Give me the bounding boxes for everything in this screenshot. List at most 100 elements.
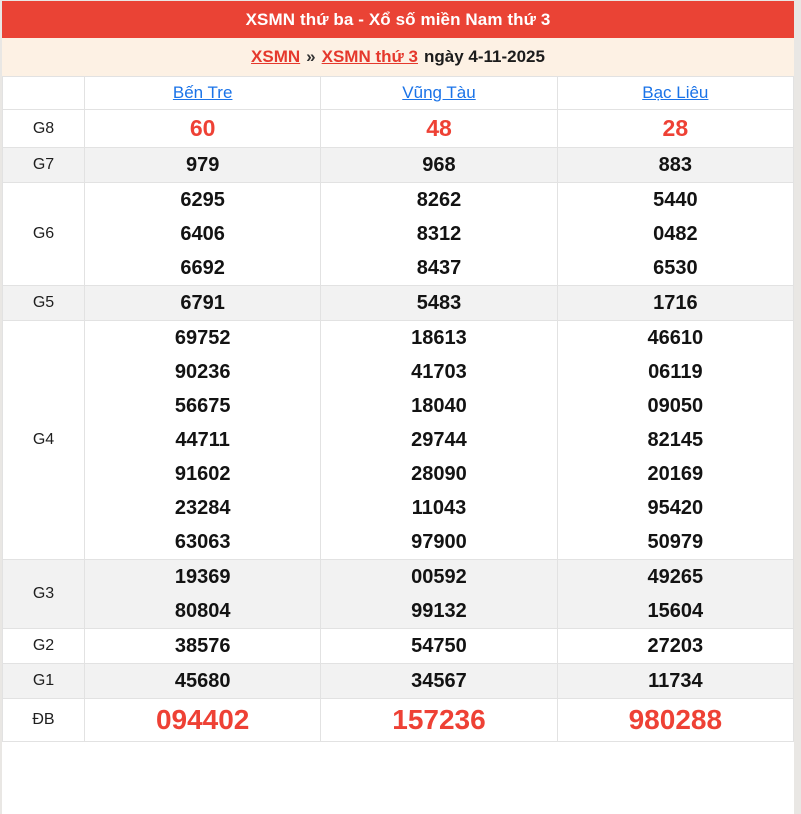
prize-number: 60 (189, 115, 216, 141)
prize-label: G1 (2, 663, 85, 699)
prize-number: 00592 (411, 566, 467, 588)
prize-number: 69752 (174, 327, 231, 349)
column-header-vung-tau: Vũng Tàu (320, 76, 558, 110)
prize-number: 27203 (647, 635, 704, 657)
prize-cell: 27203 (556, 628, 795, 664)
table-row: G5 6791 5483 1716 (2, 285, 795, 321)
prize-number: 11043 (411, 497, 467, 519)
prize-number: 28 (662, 115, 689, 141)
prize-number: 5483 (416, 292, 462, 314)
prize-cell: 60 (83, 109, 322, 148)
prize-number: 6692 (180, 257, 225, 279)
province-link-ben-tre[interactable]: Bến Tre (172, 83, 233, 102)
prize-number: 6530 (653, 257, 698, 279)
prize-number: 28090 (411, 463, 467, 485)
table-row: ĐB 094402 157236 980288 (2, 698, 795, 742)
prize-cell: 38576 (83, 628, 322, 664)
prize-cell: 34567 (320, 663, 558, 699)
prize-cell: 28 (556, 109, 795, 148)
prize-number: 0482 (653, 223, 698, 245)
breadcrumb-link-xsmn[interactable]: XSMN (251, 47, 301, 66)
prize-number: 49265 (647, 566, 704, 588)
prize-label: G3 (2, 559, 85, 629)
column-header-ben-tre: Bến Tre (83, 76, 322, 110)
prize-label: G7 (2, 147, 85, 183)
prize-label: G4 (2, 320, 85, 560)
column-header-row: Bến Tre Vũng Tàu Bạc Liêu (2, 76, 795, 110)
prize-cell: 11734 (556, 663, 795, 699)
prize-number: 34567 (411, 670, 467, 692)
prize-label: G6 (2, 182, 85, 286)
prize-cell: 6295 6406 6692 (83, 182, 322, 286)
prize-number: 980288 (628, 704, 723, 735)
prize-number: 6791 (180, 292, 225, 314)
prize-label: ĐB (2, 698, 85, 742)
prize-cell: 5483 (320, 285, 558, 321)
table-row: G3 19369 80804 00592 99132 49265 15604 (2, 559, 795, 629)
prize-cell: 883 (556, 147, 795, 183)
table-row: G6 6295 6406 6692 8262 8312 8437 5440 0482 6530 (2, 182, 795, 286)
prize-number: 18613 (411, 327, 467, 349)
prize-number: 6295 (180, 189, 225, 211)
prize-number: 15604 (647, 600, 704, 622)
breadcrumb-date: ngày 4-11-2025 (424, 47, 545, 66)
prize-cell: 69752 90236 56675 44711 91602 23284 63063 (83, 320, 322, 560)
province-link-vung-tau[interactable]: Vũng Tàu (402, 83, 476, 102)
prize-cell: 1716 (556, 285, 795, 321)
prize-number: 20169 (647, 463, 704, 485)
prize-number: 46610 (647, 327, 704, 349)
prize-number: 45680 (174, 670, 231, 692)
table-row: G2 38576 54750 27203 (2, 628, 795, 664)
prize-number: 6406 (180, 223, 225, 245)
prize-number: 91602 (174, 463, 231, 485)
table-row: G4 69752 90236 56675 44711 91602 23284 63063 186… (2, 320, 795, 560)
prize-number: 5440 (653, 189, 698, 211)
prize-cell: 18613 41703 18040 29744 28090 11043 97900 (320, 320, 558, 560)
prize-cell: 980288 (556, 698, 795, 742)
prize-number: 41703 (411, 361, 467, 383)
results-table: Bến Tre Vũng Tàu Bạc Liêu G8 60 48 28 G7 979 9… (2, 76, 795, 742)
prize-cell: 979 (83, 147, 322, 183)
province-link-bac-lieu[interactable]: Bạc Liêu (642, 83, 709, 102)
prize-number: 54750 (411, 635, 467, 657)
page-title: XSMN thứ ba - Xổ số miền Nam thứ 3 (245, 9, 551, 29)
prize-cell: 094402 (83, 698, 322, 742)
prize-cell: 48 (320, 109, 558, 148)
results-body: G8 60 48 28 G7 979 968 883 G6 6295 6406 6692 8262 831… (2, 109, 795, 742)
breadcrumb: XSMN » XSMN thứ 3 ngày 4-11-2025 (2, 38, 794, 76)
prize-cell: 157236 (320, 698, 558, 742)
column-header-bac-lieu: Bạc Liêu (556, 76, 795, 110)
prize-number: 8437 (416, 257, 462, 279)
prize-number: 50979 (647, 531, 704, 553)
prize-cell: 46610 06119 09050 82145 20169 95420 50979 (556, 320, 795, 560)
prize-number: 82145 (647, 429, 704, 451)
prize-number: 8312 (416, 223, 462, 245)
prize-number: 157236 (392, 704, 486, 735)
prize-number: 56675 (174, 395, 231, 417)
prize-cell: 8262 8312 8437 (320, 182, 558, 286)
prize-number: 09050 (647, 395, 704, 417)
prize-number: 06119 (648, 361, 703, 383)
prize-number: 1716 (653, 292, 698, 314)
prize-number: 90236 (174, 361, 231, 383)
prize-cell: 6791 (83, 285, 322, 321)
prize-number: 80804 (174, 600, 231, 622)
prize-cell: 54750 (320, 628, 558, 664)
prize-number: 094402 (155, 704, 250, 735)
prize-number: 29744 (411, 429, 467, 451)
prize-cell: 45680 (83, 663, 322, 699)
prize-label: G5 (2, 285, 85, 321)
prize-cell: 49265 15604 (556, 559, 795, 629)
prize-cell: 00592 99132 (320, 559, 558, 629)
prize-number: 8262 (416, 189, 462, 211)
prize-number: 19369 (174, 566, 231, 588)
breadcrumb-link-xsmn-thu-3[interactable]: XSMN thứ 3 (321, 47, 418, 66)
prize-number: 99132 (411, 600, 467, 622)
title-bar: XSMN thứ ba - Xổ số miền Nam thứ 3 (2, 1, 794, 38)
prize-cell: 19369 80804 (83, 559, 322, 629)
prize-label: G8 (2, 109, 85, 148)
prize-number: 23284 (174, 497, 231, 519)
prize-number: 18040 (411, 395, 467, 417)
